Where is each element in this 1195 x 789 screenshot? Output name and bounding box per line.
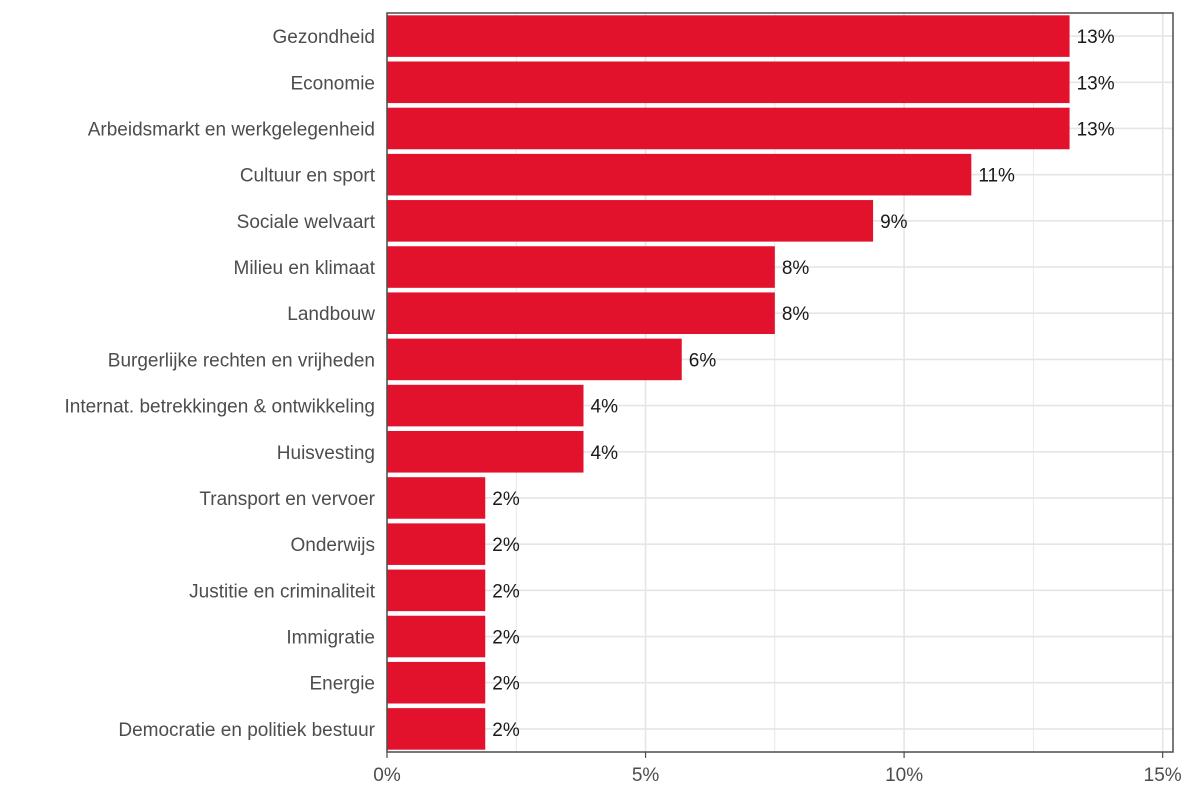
bar xyxy=(387,616,485,658)
category-label: Burgerlijke rechten en vrijheden xyxy=(108,350,375,371)
bar-value-label: 8% xyxy=(782,304,810,325)
bar xyxy=(387,385,584,427)
category-labels: Gezondheid Economie Arbeidsmarkt en werkge… xyxy=(64,27,375,741)
bar-value-label: 2% xyxy=(492,581,520,602)
bar-value-label: 13% xyxy=(1077,119,1115,140)
bar-value-label: 9% xyxy=(880,212,908,233)
bar-value-label: 8% xyxy=(782,258,810,279)
category-label: Energie xyxy=(310,674,376,695)
x-tick-label: 15% xyxy=(1144,765,1182,786)
bar xyxy=(387,431,584,473)
bar-value-label: 2% xyxy=(492,535,520,556)
category-label: Economie xyxy=(291,73,376,94)
x-tick-label: 10% xyxy=(885,765,923,786)
bar xyxy=(387,339,682,381)
bar xyxy=(387,523,485,565)
bar xyxy=(387,200,873,242)
bar xyxy=(387,15,1070,57)
bar-value-label: 4% xyxy=(591,443,619,464)
bar xyxy=(387,246,775,288)
category-label: Immigratie xyxy=(286,628,375,649)
category-label: Gezondheid xyxy=(273,27,375,48)
x-tick-label: 5% xyxy=(632,765,660,786)
category-label: Democratie en politiek bestuur xyxy=(118,720,375,741)
bars xyxy=(387,15,1070,749)
bar-value-label: 2% xyxy=(492,674,520,695)
bar-value-label: 6% xyxy=(689,350,717,371)
category-label: Cultuur en sport xyxy=(240,166,376,187)
bar xyxy=(387,662,485,704)
category-label: Landbouw xyxy=(287,304,375,325)
bar xyxy=(387,154,971,196)
bar-value-label: 2% xyxy=(492,489,520,510)
category-label: Arbeidsmarkt en werkgelegenheid xyxy=(88,119,375,140)
bar xyxy=(387,708,485,750)
x-axis-ticks: 0% 5% 10% 15% xyxy=(373,752,1182,786)
category-label: Transport en vervoer xyxy=(199,489,375,510)
bar xyxy=(387,477,485,519)
bar-value-label: 13% xyxy=(1077,27,1115,48)
bar-value-label: 4% xyxy=(591,397,619,418)
bar xyxy=(387,61,1070,103)
bar xyxy=(387,108,1070,150)
category-label: Huisvesting xyxy=(277,443,375,464)
category-label: Sociale welvaart xyxy=(237,212,376,233)
bar-value-label: 2% xyxy=(492,720,520,741)
bar-value-label: 13% xyxy=(1077,73,1115,94)
category-label: Milieu en klimaat xyxy=(234,258,376,279)
category-label: Internat. betrekkingen & ontwikkeling xyxy=(64,397,375,418)
category-label: Onderwijs xyxy=(291,535,375,556)
x-tick-label: 0% xyxy=(373,765,401,786)
bar-value-label: 2% xyxy=(492,628,520,649)
category-label: Justitie en criminaliteit xyxy=(189,581,376,602)
bar xyxy=(387,570,485,612)
bar-value-label: 11% xyxy=(978,166,1015,187)
bar xyxy=(387,292,775,334)
